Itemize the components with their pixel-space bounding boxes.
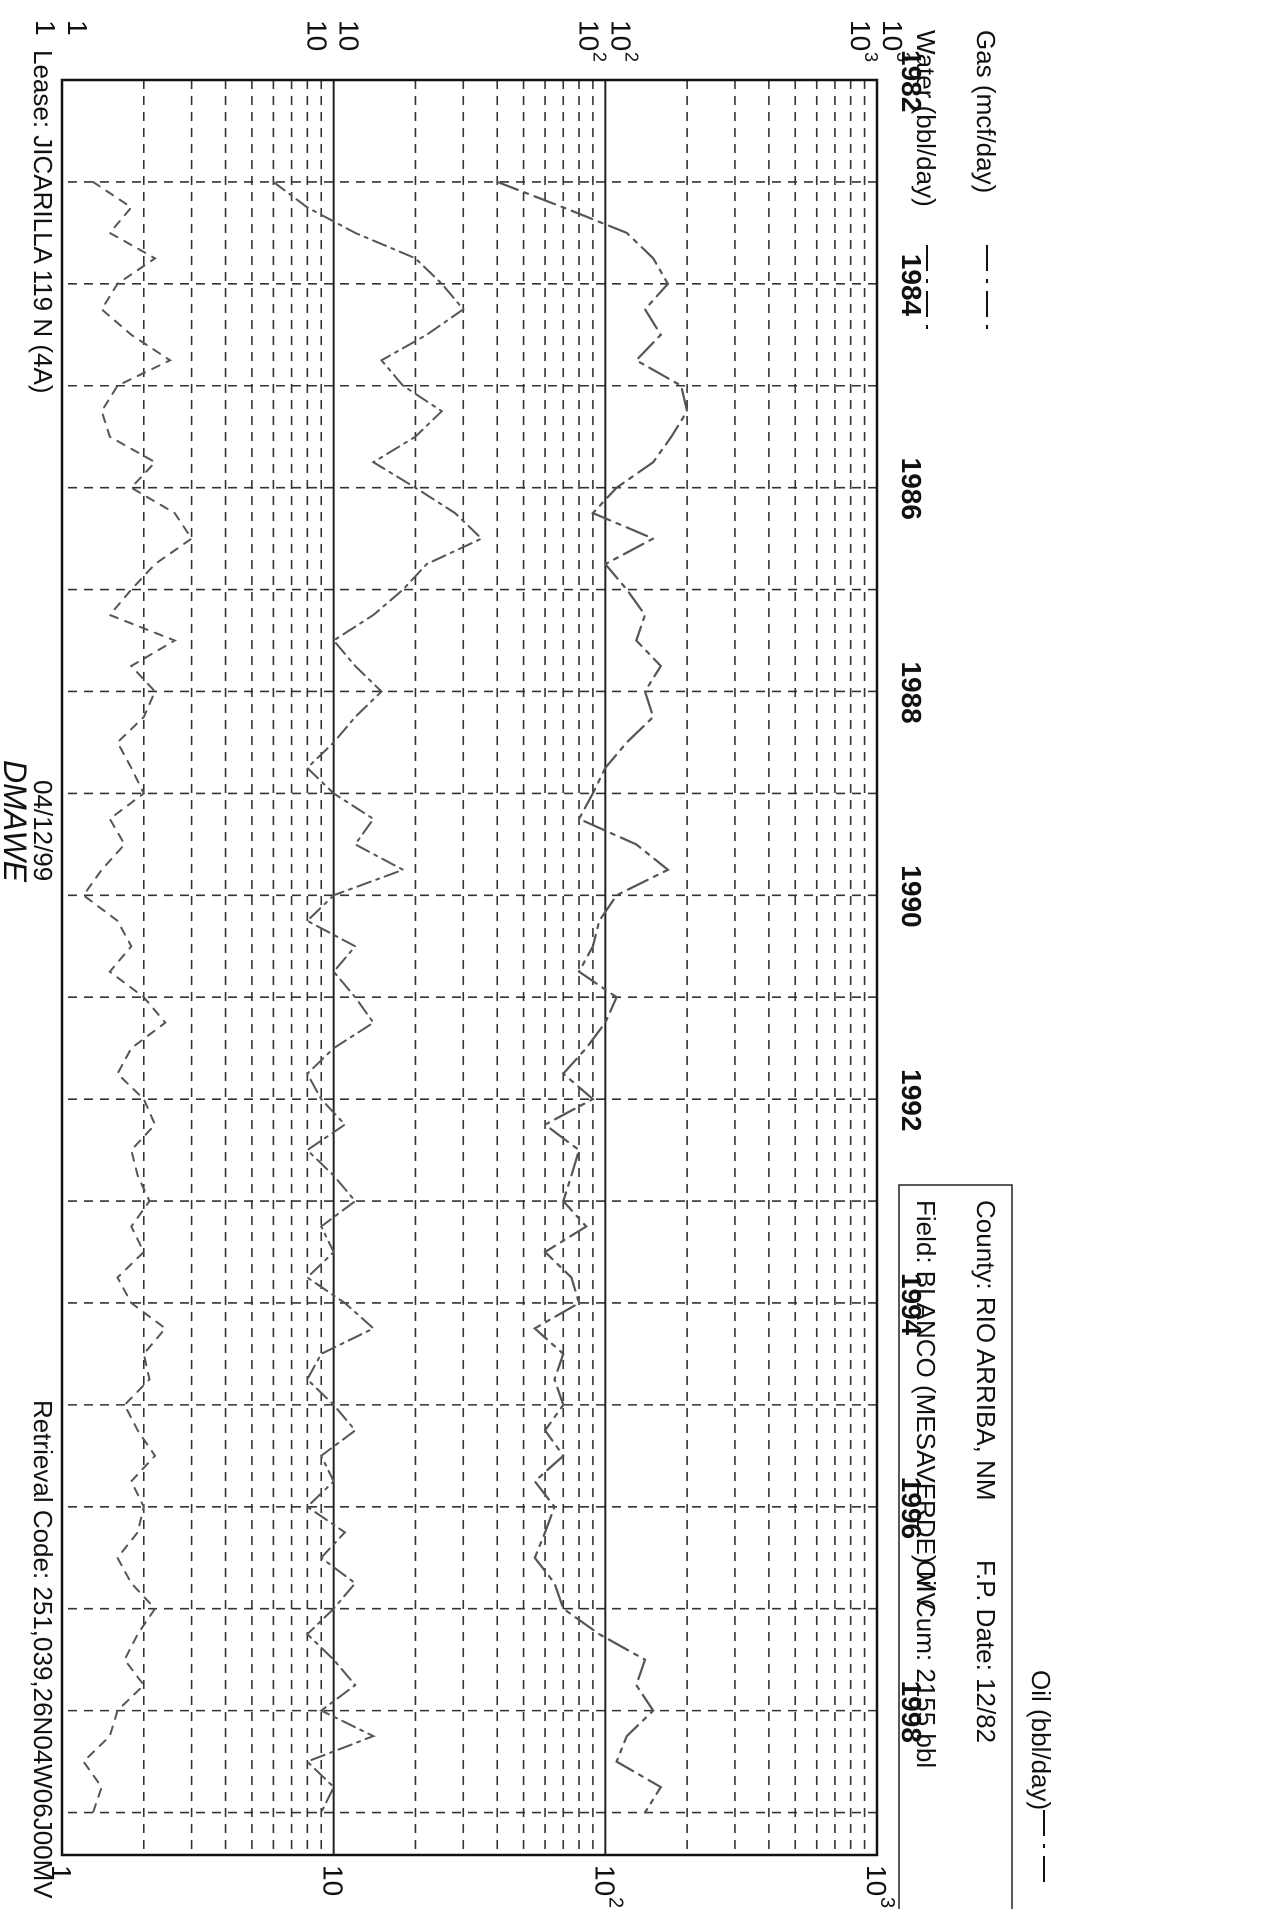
left-tick-exponent: 2 bbox=[621, 52, 641, 62]
rotated-chart-group: Lease: JICARILLA 119 N (4A) 04/12/99 Ret… bbox=[0, 20, 1056, 1914]
top-tick-label: 1 bbox=[46, 1865, 77, 1881]
lease-label: Lease: JICARILLA 119 N (4A) bbox=[28, 50, 58, 393]
x-axis-ticks: 1982 1984 1986 1988 1990 1992 1994 1996 1998 bbox=[896, 50, 927, 1743]
oil-cum-label: Oil Cum: 2155 bbl bbox=[911, 1560, 941, 1768]
top-tick-exponent: 2 bbox=[604, 1897, 626, 1908]
series-line-oil bbox=[82, 180, 193, 1814]
legend-gas-label: Gas (mcf/day) bbox=[971, 30, 1001, 193]
left-tick-label: 10 bbox=[302, 20, 333, 51]
left-tick-exponent: 3 bbox=[861, 52, 881, 62]
left-tick-label: 1 bbox=[30, 20, 61, 36]
series-line-water bbox=[272, 180, 484, 1814]
retrieval-code: Retrieval Code: 251,039,26N04W06J00MV bbox=[28, 1400, 58, 1899]
x-tick-label: 1982 bbox=[896, 50, 927, 112]
left-tick-exponent: 2 bbox=[589, 52, 609, 62]
x-tick-label: 1996 bbox=[896, 1477, 927, 1539]
field-label: Field: BLANCO (MESAVERDE) MV bbox=[911, 1200, 941, 1610]
page-title: DMAWE bbox=[0, 760, 33, 883]
x-tick-label: 1986 bbox=[896, 458, 927, 520]
top-tick-exponent: 3 bbox=[876, 1897, 898, 1908]
top-tick-label: 10 bbox=[861, 1865, 892, 1896]
fp-date-label: F.P. Date: 12/82 bbox=[971, 1560, 1001, 1743]
x-tick-label: 1988 bbox=[896, 661, 927, 723]
x-tick-label: 1992 bbox=[896, 1069, 927, 1131]
legend-oil-label: Oil (bbl/day) bbox=[1026, 1670, 1056, 1810]
x-tick-label: 1990 bbox=[896, 865, 927, 927]
x-tick-label: 1994 bbox=[896, 1273, 927, 1336]
plot-grid bbox=[60, 78, 879, 1857]
left-tick-label: 10 bbox=[845, 20, 876, 51]
series-line-gas bbox=[496, 180, 689, 1814]
left-tick-exponent: 3 bbox=[893, 52, 913, 62]
legend-water-label: Water (bbl/day) bbox=[911, 30, 941, 207]
left-tick-label: 10 bbox=[605, 20, 636, 51]
top-tick-label: 10 bbox=[589, 1865, 620, 1896]
county-label: County: RIO ARRIBA, NM bbox=[971, 1200, 1001, 1501]
left-tick-label: 10 bbox=[877, 20, 908, 51]
info-box bbox=[898, 1184, 1013, 1914]
series-group bbox=[82, 180, 689, 1814]
left-tick-label: 10 bbox=[334, 20, 365, 51]
x-tick-label: 1984 bbox=[896, 254, 927, 317]
plot-frame bbox=[60, 78, 879, 1857]
top-tick-label: 10 bbox=[318, 1865, 349, 1896]
report-date: 04/12/99 bbox=[28, 780, 58, 881]
left-tick-label: 10 bbox=[573, 20, 604, 51]
left-tick-label: 1 bbox=[62, 20, 93, 36]
x-tick-label: 1998 bbox=[896, 1681, 927, 1743]
